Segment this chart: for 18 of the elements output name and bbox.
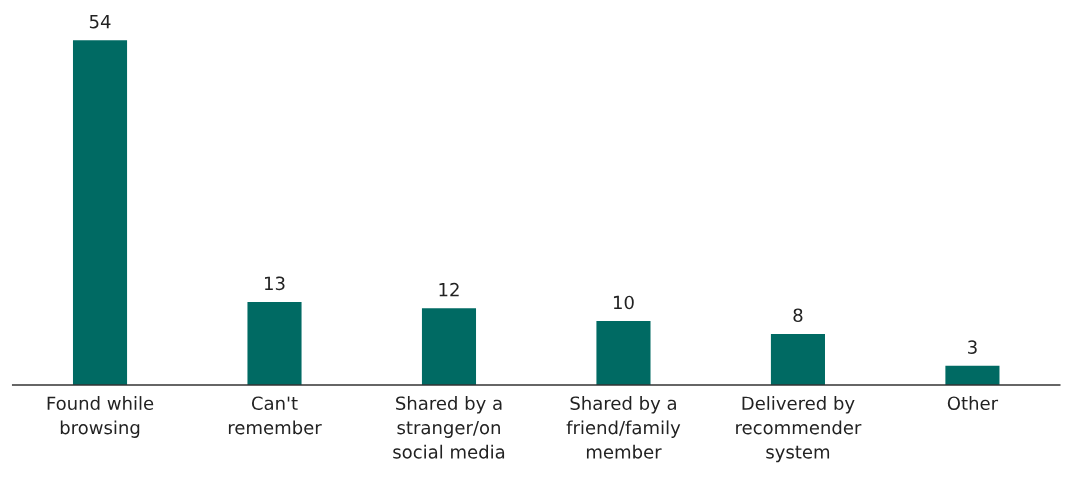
x-tick-label: Can't remember — [228, 396, 322, 435]
x-tick-label: Shared by a stranger/on social media — [393, 396, 505, 459]
x-tick-label: Other — [947, 396, 999, 411]
data-label: 54 — [89, 14, 111, 29]
bar — [421, 308, 477, 385]
data-label: 10 — [613, 295, 634, 310]
bar — [596, 321, 651, 385]
bar — [247, 301, 302, 385]
bar — [72, 40, 128, 385]
x-tick-label: Delivered by recommender system — [736, 396, 862, 463]
x-tick-label: Shared by a friend/family member — [566, 396, 681, 459]
data-label: 3 — [968, 340, 977, 354]
data-label: 8 — [793, 308, 803, 323]
bar — [945, 365, 1000, 385]
data-label: 13 — [265, 276, 285, 291]
bar — [770, 333, 825, 385]
x-tick-label: Found while browsing — [47, 396, 154, 438]
data-label: 12 — [439, 282, 459, 297]
